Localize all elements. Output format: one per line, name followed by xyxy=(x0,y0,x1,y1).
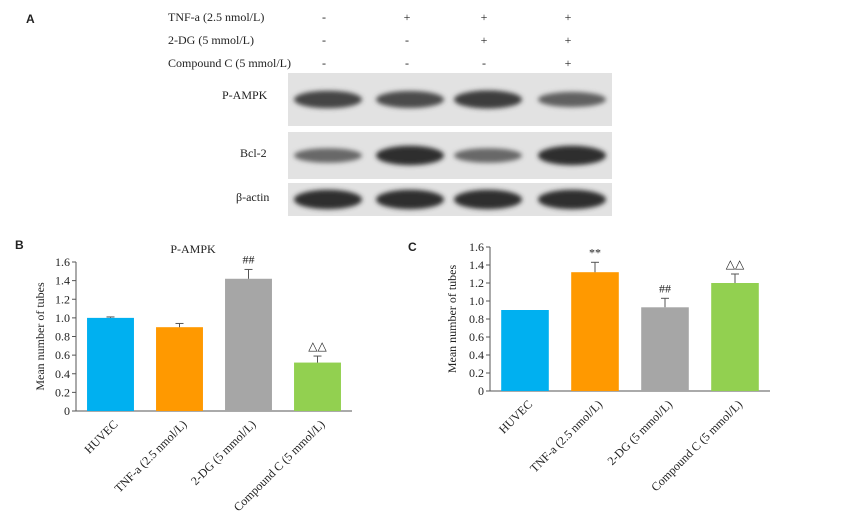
significance-marker: △△ xyxy=(308,339,327,353)
blot-label-bcl2: Bcl-2 xyxy=(240,146,267,160)
blot-band xyxy=(376,145,444,166)
y-tick-label: 0.6 xyxy=(469,330,484,344)
y-tick-label: 0.6 xyxy=(55,348,70,362)
bar xyxy=(711,283,759,391)
blot-band xyxy=(294,90,362,109)
condition-label-tnf: TNF-a (2.5 nmol/L) xyxy=(168,10,265,24)
blot-band xyxy=(454,189,522,210)
blot-band xyxy=(294,148,362,163)
chart-c: 0 0.2 0.4 0.6 0.8 1.0 1.2 1.4 1.6 Mean number of … xyxy=(445,240,770,494)
y-tick-label: 0.4 xyxy=(469,348,484,362)
blot-band xyxy=(454,148,522,163)
blot-image-p-ampk xyxy=(288,73,612,126)
sign-compound-c-lane1: - xyxy=(322,56,326,70)
y-tick-label: 0.2 xyxy=(55,385,70,399)
sign-2dg-lane2: - xyxy=(405,33,409,47)
y-tick-label: 1.2 xyxy=(469,276,484,290)
blot-band xyxy=(294,189,362,210)
y-tick-label: 0.8 xyxy=(55,330,70,344)
sign-2dg-lane1: - xyxy=(322,33,326,47)
x-tick-label: 2-DG (5 mmol/L) xyxy=(188,417,259,488)
bar xyxy=(294,362,341,411)
sign-2dg-lane3: + xyxy=(480,33,488,47)
y-tick-label: 1.6 xyxy=(55,255,70,269)
blot-band xyxy=(454,90,522,109)
y-tick-label: 0.2 xyxy=(469,366,484,380)
y-axis-title: Mean number of tubes xyxy=(445,265,459,374)
blot-image-bcl2 xyxy=(288,132,612,179)
y-tick-label: 0.8 xyxy=(469,312,484,326)
bar xyxy=(87,317,134,411)
y-tick-label: 1.4 xyxy=(55,274,70,288)
y-tick-label: 1.6 xyxy=(469,240,484,254)
blot-band xyxy=(538,189,606,210)
significance-marker: △△ xyxy=(726,257,745,271)
sign-compound-c-lane4: + xyxy=(564,56,572,70)
bar xyxy=(156,327,203,411)
x-tick-label: 2-DG (5 mmol/L) xyxy=(604,397,675,468)
blot-band xyxy=(376,189,444,210)
panel-b-letter: B xyxy=(15,238,24,252)
x-tick-label: TNF-a (2.5 nmol/L) xyxy=(112,417,190,495)
bar xyxy=(501,310,549,391)
x-tick-label: TNF-a (2.5 nmol/L) xyxy=(527,397,605,475)
blot-label-beta-actin: β-actin xyxy=(236,190,270,204)
y-tick-label: 0 xyxy=(64,404,70,418)
y-axis-title: Mean number of tubes xyxy=(33,282,47,391)
y-tick-label: 1.2 xyxy=(55,292,70,306)
y-tick-label: 1.4 xyxy=(469,258,484,272)
y-tick-label: 0 xyxy=(478,384,484,398)
blot-band xyxy=(376,91,444,108)
x-tick-label: HUVEC xyxy=(496,397,535,436)
chart-b: 0 0.2 0.4 0.6 0.8 1.0 1.2 1.4 1.6 Mean number of … xyxy=(33,242,352,514)
blot-label-p-ampk: P-AMPK xyxy=(222,88,268,102)
sign-2dg-lane4: + xyxy=(564,33,572,47)
panel-a-letter: A xyxy=(26,12,35,26)
sign-tnf-lane1: - xyxy=(322,10,326,24)
condition-label-compound-c: Compound C (5 mmol/L) xyxy=(168,56,291,70)
sign-compound-c-lane2: - xyxy=(405,56,409,70)
x-tick-label: HUVEC xyxy=(81,417,120,456)
sign-tnf-lane4: + xyxy=(564,10,572,24)
chart-title: P-AMPK xyxy=(170,242,216,256)
sign-tnf-lane3: + xyxy=(480,10,488,24)
significance-marker: ** xyxy=(589,245,601,259)
blot-image-beta-actin xyxy=(288,183,612,216)
bar xyxy=(641,307,689,391)
panel-c-letter: C xyxy=(408,240,417,254)
sign-compound-c-lane3: - xyxy=(482,56,486,70)
blot-band xyxy=(538,145,606,166)
bar xyxy=(571,272,619,391)
y-tick-label: 1.0 xyxy=(469,294,484,308)
significance-marker: ## xyxy=(659,281,671,295)
bar xyxy=(225,278,272,411)
blot-band xyxy=(538,91,606,108)
condition-label-2dg: 2-DG (5 mmol/L) xyxy=(168,33,254,47)
significance-marker: ## xyxy=(243,252,255,266)
y-tick-label: 1.0 xyxy=(55,311,70,325)
sign-tnf-lane2: + xyxy=(403,10,411,24)
y-tick-label: 0.4 xyxy=(55,367,70,381)
